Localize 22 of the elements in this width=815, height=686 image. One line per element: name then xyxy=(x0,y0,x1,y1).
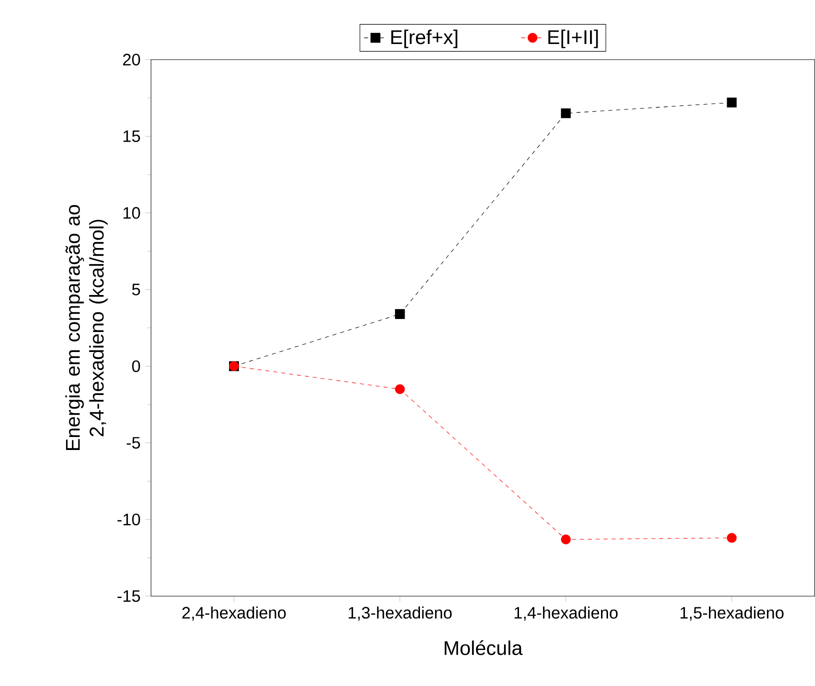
point xyxy=(395,384,405,394)
x-axis-title: Molécula xyxy=(444,640,523,656)
point xyxy=(395,309,405,320)
y-tick-label: 10 xyxy=(124,207,140,219)
x-tick-label: 1,3-hexadieno xyxy=(348,606,452,621)
y-tick-label: 20 xyxy=(123,54,140,66)
y-axis-title: Energia em comparação ao 2,4-hexadieno (kcal/mol) xyxy=(65,205,108,450)
x-tick-label: 1,5-hexadieno xyxy=(680,606,784,621)
legend-label: E[ref+x] xyxy=(391,30,458,48)
point xyxy=(726,533,737,544)
y-tick-label: -15 xyxy=(117,590,140,602)
y-tick-label: 5 xyxy=(132,284,140,296)
x-tick-label: 2,4-hexadieno xyxy=(182,606,286,621)
x-tick-label: 1,4-hexadieno xyxy=(514,606,618,621)
point xyxy=(560,534,571,545)
y-tick-label: -10 xyxy=(117,514,140,526)
point xyxy=(726,98,737,108)
y-tick-label: 15 xyxy=(124,130,140,142)
point xyxy=(560,108,571,118)
y-tick-label: 0 xyxy=(132,360,140,372)
y-tick-label: -5 xyxy=(126,437,140,449)
legend-label: E[I+II] xyxy=(548,30,598,48)
